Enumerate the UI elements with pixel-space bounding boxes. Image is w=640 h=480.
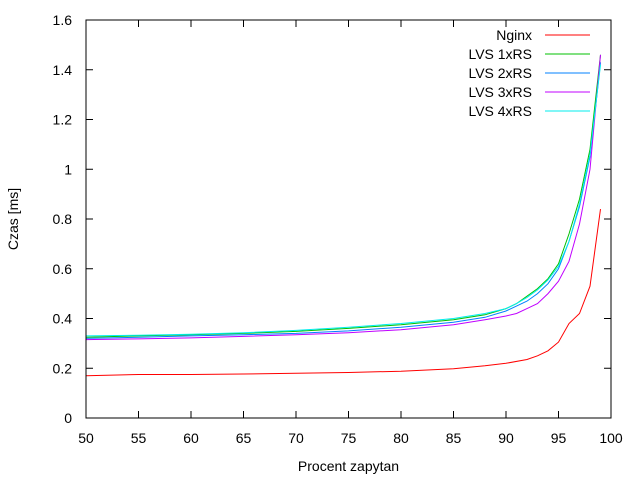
x-tick-label: 70	[288, 430, 304, 446]
series-line-lvs-4xrs	[85, 64, 601, 337]
y-tick-label: 1	[64, 161, 72, 177]
y-tick-label: 1.4	[53, 62, 73, 78]
legend-label-nginx: Nginx	[496, 27, 532, 43]
x-tick-label: 55	[131, 430, 147, 446]
legend: Nginx LVS 1xRS LVS 2xRS LVS 3xRS LVS 4xRS	[468, 27, 590, 119]
y-tick-label: 1.2	[53, 112, 73, 128]
x-tick-label: 65	[236, 430, 252, 446]
x-tick-label: 60	[183, 430, 199, 446]
y-tick-label: 1.6	[53, 12, 73, 28]
y-tick-label: 0.2	[53, 360, 73, 376]
legend-label-lvs-3xrs: LVS 3xRS	[468, 84, 532, 100]
legend-label-lvs-4xrs: LVS 4xRS	[468, 103, 532, 119]
legend-label-lvs-2xrs: LVS 2xRS	[468, 65, 532, 81]
x-tick-label: 95	[551, 430, 567, 446]
x-axis-label: Procent zapytan	[298, 458, 399, 474]
x-tick-label: 85	[446, 430, 462, 446]
x-tick-label: 75	[341, 430, 357, 446]
y-tick-label: 0.8	[53, 211, 73, 227]
plot-frame	[85, 19, 612, 419]
x-tick-label: 50	[78, 430, 94, 446]
series-lines	[85, 54, 601, 377]
y-tick-label: 0	[64, 410, 72, 426]
y-tick-label: 0.6	[53, 261, 73, 277]
y-tick-label: 0.4	[53, 311, 73, 327]
y-axis-label: Czas [ms]	[5, 188, 21, 250]
series-line-nginx	[85, 209, 601, 377]
x-tick-label: 80	[393, 430, 409, 446]
series-line-lvs-3xrs	[85, 54, 601, 341]
legend-label-lvs-1xrs: LVS 1xRS	[468, 46, 532, 62]
axis-ticks: 50 55 60 65 70 75 80 85 90 95 100 0 0.2 0.4 0.6 0.8 1 1.2…	[53, 12, 623, 446]
x-tick-label: 90	[498, 430, 514, 446]
x-tick-label: 100	[599, 430, 623, 446]
